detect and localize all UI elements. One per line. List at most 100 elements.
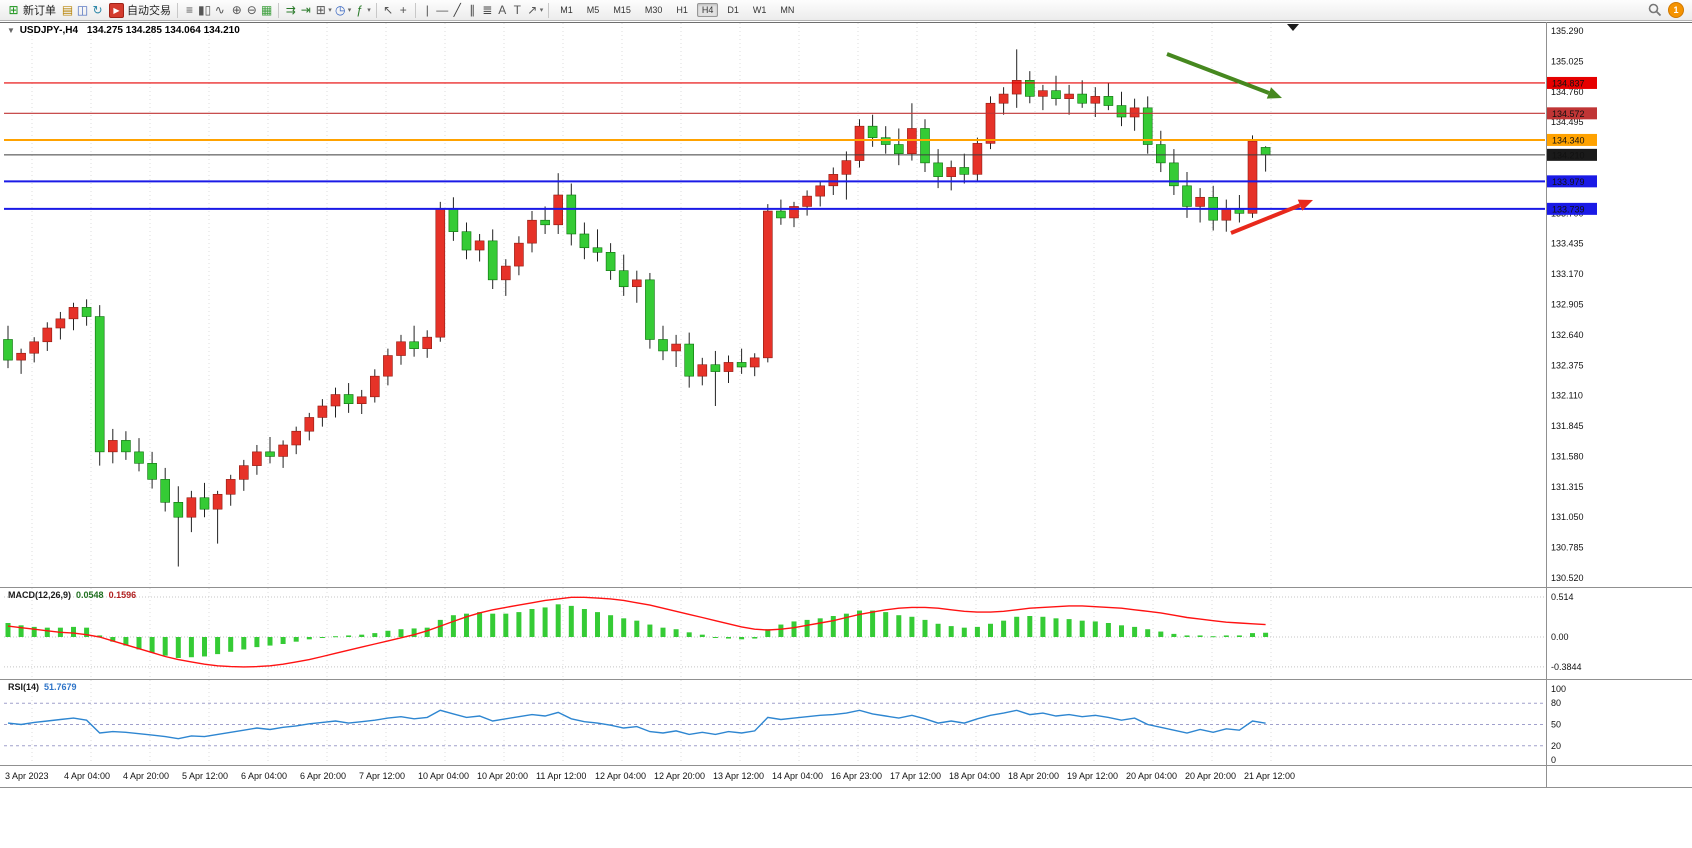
svg-text:131.315: 131.315	[1551, 482, 1584, 492]
svg-text:132.375: 132.375	[1551, 360, 1584, 370]
chevron-down-icon[interactable]: ▼	[7, 26, 15, 35]
svg-text:131.845: 131.845	[1551, 421, 1584, 431]
svg-text:133.435: 133.435	[1551, 239, 1584, 249]
svg-text:131.050: 131.050	[1551, 512, 1584, 522]
notification-badge[interactable]: 1	[1668, 2, 1684, 18]
separator	[278, 2, 280, 18]
search-icon[interactable]	[1648, 3, 1662, 17]
indicators-icon[interactable]: ƒ	[356, 3, 364, 17]
svg-text:133.979: 133.979	[1552, 177, 1585, 187]
new-order-label: 新订单	[23, 5, 56, 17]
svg-text:14 Apr 04:00: 14 Apr 04:00	[772, 771, 823, 781]
downtrend-arrow[interactable]	[1166, 52, 1282, 99]
timeframe-m30-button[interactable]: M30	[644, 5, 663, 15]
svg-text:132.905: 132.905	[1551, 300, 1584, 310]
line-chart-icon[interactable]: ∿	[214, 3, 225, 17]
separator	[375, 2, 377, 18]
bar-chart-icon[interactable]: ≡	[185, 3, 193, 17]
zoom-in-icon[interactable]: ⊕	[231, 3, 242, 17]
svg-text:135.290: 135.290	[1551, 26, 1584, 36]
bounce-arrow[interactable]	[1230, 199, 1313, 235]
svg-text:-0.3844: -0.3844	[1551, 662, 1582, 672]
notification-count: 1	[1673, 5, 1679, 15]
svg-text:131.580: 131.580	[1551, 451, 1584, 461]
cursor-icon[interactable]: ↖	[383, 3, 394, 17]
svg-text:20: 20	[1551, 741, 1561, 751]
tile-windows-icon[interactable]: ▦	[261, 3, 273, 17]
timeframe-m1-button[interactable]: M1	[560, 5, 573, 15]
timeframe-w1-button[interactable]: W1	[752, 5, 767, 15]
chevron-down-icon[interactable]: ▾	[347, 7, 352, 14]
svg-text:134.210: 134.210	[1552, 150, 1585, 160]
svg-text:132.110: 132.110	[1551, 391, 1583, 401]
fibonacci-tool-icon[interactable]: ≣	[482, 3, 493, 17]
vertical-line-tool-icon[interactable]: |	[425, 3, 429, 17]
new-order-button[interactable]: ⊞ 新订单	[4, 1, 59, 19]
time-axis[interactable]: 3 Apr 2023 4 Apr 04:00 4 Apr 20:00 5 Apr 12…	[5, 771, 1295, 781]
chevron-down-icon[interactable]: ▾	[539, 7, 544, 14]
svg-text:6 Apr 04:00: 6 Apr 04:00	[241, 771, 287, 781]
timeframe-h4-button[interactable]: H4	[696, 3, 719, 17]
svg-text:10 Apr 20:00: 10 Apr 20:00	[477, 771, 528, 781]
svg-text:6 Apr 20:00: 6 Apr 20:00	[300, 771, 346, 781]
rsi-line	[7, 709, 1266, 740]
refresh-icon[interactable]: ↻	[92, 3, 103, 17]
trendline-tool-icon[interactable]: ╱	[453, 3, 461, 17]
periods-clock-icon[interactable]: ◷	[334, 3, 346, 17]
timeframe-m5-button[interactable]: M5	[586, 5, 600, 15]
text-tool-icon[interactable]: A	[498, 3, 507, 17]
toolbar: ⊞ 新订单 ▤ ◫ ↻ ▶ 自动交易 ≡ ▮▯ ∿ ⊕ ⊖ ▦ ⇉ ⇥ ⊞ ▾ ◷…	[0, 0, 1692, 21]
svg-text:4 Apr 20:00: 4 Apr 20:00	[123, 771, 169, 781]
macd-indicator	[4, 596, 1545, 668]
svg-text:19 Apr 12:00: 19 Apr 12:00	[1067, 771, 1118, 781]
scroll-shift-marker[interactable]	[1287, 24, 1299, 31]
svg-text:0: 0	[1551, 755, 1556, 765]
profiles-icon[interactable]: ◫	[76, 3, 89, 17]
timeframe-switcher: M1 M5 M15 M30 H1 H4 D1 W1 MN	[552, 3, 802, 17]
channel-tool-icon[interactable]: ∥	[469, 3, 476, 17]
svg-text:80: 80	[1551, 698, 1561, 708]
text-label-tool-icon[interactable]: T	[513, 3, 521, 17]
chevron-down-icon[interactable]: ▾	[367, 7, 371, 14]
horizontal-line-tool-icon[interactable]: —	[436, 3, 449, 17]
horizontal-support-resistance-lines[interactable]	[4, 82, 1545, 210]
ohlc-values: 134.275 134.285 134.064 134.210	[86, 25, 240, 36]
autotrade-label: 自动交易	[127, 5, 171, 17]
svg-text:7 Apr 12:00: 7 Apr 12:00	[359, 771, 405, 781]
separator	[548, 2, 550, 18]
chevron-down-icon[interactable]: ▾	[328, 7, 332, 14]
trend-arrows[interactable]	[1166, 52, 1313, 235]
rsi-value: 51.7679	[44, 682, 77, 692]
autotrading-button[interactable]: ▶ 自动交易	[106, 1, 174, 19]
new-chart-icon[interactable]: ⊞	[315, 3, 326, 17]
autotrade-icon: ▶	[109, 2, 124, 18]
svg-text:5 Apr 12:00: 5 Apr 12:00	[182, 771, 228, 781]
timeframe-d1-button[interactable]: D1	[727, 5, 739, 15]
chart-shift-icon[interactable]: ⇥	[300, 3, 311, 17]
svg-text:18 Apr 04:00: 18 Apr 04:00	[949, 771, 1000, 781]
svg-text:16 Apr 23:00: 16 Apr 23:00	[831, 771, 882, 781]
svg-text:135.025: 135.025	[1551, 56, 1584, 66]
svg-text:21 Apr 12:00: 21 Apr 12:00	[1244, 771, 1295, 781]
charts-icon[interactable]: ▤	[61, 3, 74, 17]
timeframe-mn-button[interactable]: MN	[780, 5, 795, 15]
timeframe-h1-button[interactable]: H1	[676, 5, 688, 15]
svg-text:4 Apr 04:00: 4 Apr 04:00	[64, 771, 110, 781]
separator	[414, 2, 416, 18]
auto-scroll-icon[interactable]: ⇉	[285, 3, 296, 17]
candlestick-chart-icon[interactable]: ▮▯	[198, 3, 212, 17]
price-tags: 134.837 134.572 134.340 134.210 133.979 133.7…	[1547, 76, 1597, 215]
svg-text:18 Apr 20:00: 18 Apr 20:00	[1008, 771, 1059, 781]
svg-text:100: 100	[1551, 684, 1566, 694]
svg-text:0.00: 0.00	[1551, 632, 1569, 642]
indicator-axis-labels: 0.514 0.00 -0.3844 100 80 50 20 0	[1551, 592, 1582, 765]
timeframe-m15-button[interactable]: M15	[613, 5, 631, 15]
zoom-out-icon[interactable]: ⊖	[246, 3, 257, 17]
svg-text:133.170: 133.170	[1551, 269, 1584, 279]
arrows-tool-icon[interactable]: ↗	[527, 3, 538, 17]
svg-text:20 Apr 04:00: 20 Apr 04:00	[1126, 771, 1177, 781]
svg-text:12 Apr 04:00: 12 Apr 04:00	[595, 771, 646, 781]
panel-separators[interactable]	[0, 22, 1692, 788]
crosshair-icon[interactable]: +	[399, 3, 407, 17]
